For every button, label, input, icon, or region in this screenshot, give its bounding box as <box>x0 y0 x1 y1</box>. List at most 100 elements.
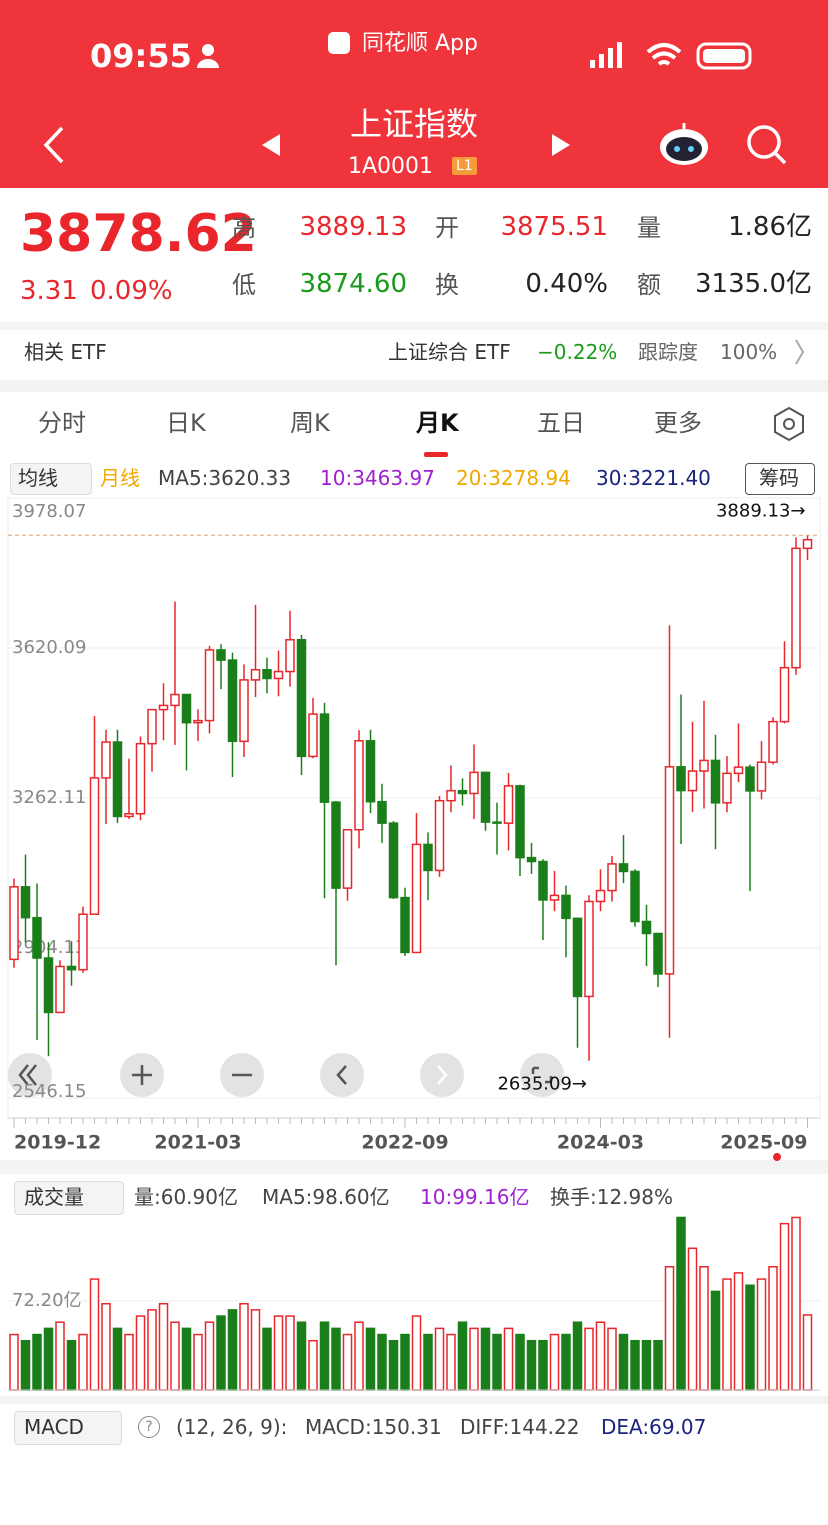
volume-bar <box>595 1321 606 1391</box>
volume-bar <box>262 1327 272 1391</box>
chart-control[interactable] <box>520 1053 564 1097</box>
candle-body <box>411 843 422 954</box>
candle-body <box>492 821 502 824</box>
candle-body <box>20 886 31 919</box>
volume-bar <box>745 1284 755 1391</box>
candle-body <box>124 812 134 818</box>
etf-change: −0.22% <box>537 340 618 364</box>
field-label: 换 <box>435 271 459 299</box>
signal-icon <box>590 42 622 68</box>
candle-body <box>745 766 755 792</box>
last-price: 3878.62 <box>20 204 257 264</box>
field-label: 高 <box>232 214 256 242</box>
candle-body <box>423 843 433 872</box>
field-value: 3875.51 <box>500 212 608 242</box>
candle-body <box>572 917 583 998</box>
tab[interactable]: 日K <box>166 409 206 437</box>
macd-value: MACD:150.31 <box>305 1415 442 1439</box>
volume-title[interactable]: 成交量 <box>24 1185 84 1209</box>
candle-body <box>676 766 686 792</box>
macd-params: (12, 26, 9): <box>176 1415 288 1439</box>
help-icon[interactable]: ? <box>138 1416 160 1438</box>
candle-body <box>193 719 203 724</box>
wifi-icon <box>646 43 682 66</box>
plot-frame <box>7 497 821 1119</box>
index-code: 1A0001 <box>348 154 434 179</box>
back-button[interactable] <box>43 126 64 164</box>
price-change: 3.31 <box>20 276 78 306</box>
candle-body <box>181 693 192 724</box>
candle-body <box>135 742 146 815</box>
tab[interactable]: 周K <box>290 409 330 437</box>
candle-body <box>227 659 238 743</box>
field-label: 开 <box>435 214 459 242</box>
volume-bar <box>434 1327 445 1391</box>
level-badge: L1 <box>452 157 477 175</box>
user-icon <box>202 44 214 56</box>
ma-period: 月线 <box>100 466 140 490</box>
tab[interactable]: 五日 <box>537 409 585 437</box>
chart-control[interactable] <box>320 1053 364 1097</box>
volume-bar <box>641 1339 652 1391</box>
volume-bar <box>653 1339 663 1391</box>
etf-label[interactable]: 相关 ETF <box>24 340 107 364</box>
prev-button[interactable] <box>262 134 280 156</box>
candle-body <box>285 638 295 673</box>
volume-bar <box>400 1333 410 1391</box>
tab[interactable]: 分时 <box>38 409 86 437</box>
volume-bar <box>630 1339 640 1391</box>
candle-body <box>319 713 330 803</box>
volume-bar <box>710 1290 721 1391</box>
chart-control-icon <box>531 1066 553 1084</box>
next-button[interactable] <box>552 134 570 156</box>
volume-bar <box>365 1327 376 1391</box>
ma-selector[interactable] <box>10 463 92 495</box>
ma-legend-item: MA5:3620.33 <box>158 466 292 490</box>
tab[interactable]: 更多 <box>654 409 702 437</box>
volume-bar <box>204 1321 215 1391</box>
divider <box>0 1160 828 1174</box>
app-name: 同花顺 App <box>362 31 478 56</box>
volume-bar <box>20 1339 31 1391</box>
volume-bar <box>503 1327 514 1391</box>
chips-button[interactable] <box>745 463 815 495</box>
candle-body <box>308 713 318 758</box>
volume-legend: 换手:12.98% <box>550 1185 673 1209</box>
candle-body <box>733 766 744 775</box>
candle-body <box>204 649 215 722</box>
time: 09:55 <box>90 37 192 75</box>
candle-body <box>434 799 445 872</box>
chips-label[interactable]: 筹码 <box>759 466 799 490</box>
candle-body <box>653 932 663 975</box>
volume-bar <box>181 1327 192 1391</box>
candle-body <box>618 863 629 873</box>
candle-body <box>331 801 341 889</box>
volume-bar <box>112 1327 123 1391</box>
macd-title[interactable]: MACD <box>24 1415 84 1439</box>
settings-icon[interactable] <box>774 406 804 442</box>
candle-body <box>273 670 284 680</box>
chart-control[interactable] <box>8 1053 52 1097</box>
ma-selector-label[interactable]: 均线 <box>18 466 58 490</box>
tab-active[interactable]: 月K <box>416 409 459 437</box>
assistant-icon[interactable] <box>660 123 708 165</box>
volume-bar <box>411 1315 422 1391</box>
volume-legend: 量:60.90亿 <box>134 1185 238 1209</box>
candle-body <box>170 693 180 707</box>
candle-body <box>595 889 606 903</box>
chart-control[interactable] <box>420 1053 464 1097</box>
volume-bar <box>802 1314 813 1391</box>
volume-bar <box>9 1333 19 1391</box>
search-icon[interactable] <box>747 125 787 165</box>
volume-bar <box>227 1309 238 1391</box>
battery-icon <box>703 49 745 63</box>
volume-selector[interactable] <box>14 1181 124 1215</box>
current-dot <box>773 1153 781 1161</box>
volume-bar <box>342 1333 353 1391</box>
macd-selector[interactable] <box>14 1411 122 1445</box>
volume-bar <box>618 1333 629 1391</box>
field-value: 0.40% <box>525 269 608 299</box>
candle-body <box>607 863 617 892</box>
